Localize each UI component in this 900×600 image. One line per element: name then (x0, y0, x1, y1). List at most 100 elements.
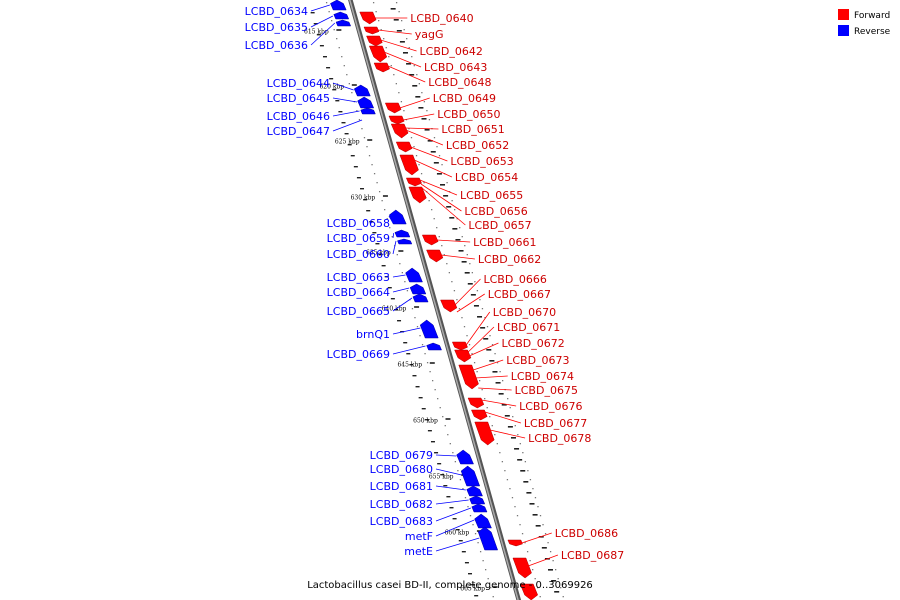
reverse-gene-arrow (388, 209, 407, 225)
forward-leader-line (420, 183, 462, 212)
forward-gene-arrow (366, 35, 383, 47)
track-dot (509, 407, 511, 409)
track-dot (358, 119, 361, 121)
track-mark (529, 503, 535, 505)
track-dot (532, 569, 534, 571)
track-dot (463, 326, 466, 328)
track-dot (380, 29, 382, 31)
track-mark (473, 305, 479, 307)
track-dot (393, 74, 395, 76)
forward-gene-arrow (399, 154, 419, 176)
track-dot (517, 434, 519, 436)
track-mark (347, 144, 352, 146)
track-mark (440, 184, 446, 186)
reverse-gene-label-lcbd-0664: LCBD_0664 (327, 286, 390, 299)
track-mark (319, 45, 324, 47)
feature-dots-layer (310, 2, 564, 598)
track-mark (393, 309, 398, 311)
scale-ticks-layer: 615 kbp 620 kbp 625 kbp 630 kbp 635 kbp 640 k… (304, 29, 498, 593)
track-dot (423, 101, 426, 103)
track-dot (524, 461, 527, 463)
track-mark (461, 551, 466, 553)
track-dot (398, 92, 400, 94)
track-dot (343, 65, 345, 67)
track-mark (335, 100, 340, 102)
track-dot (346, 74, 348, 76)
scale-tick-label: 645 kbp (397, 362, 422, 369)
scale-tick-label: 665 kbp (460, 586, 485, 593)
track-dot (411, 308, 414, 310)
track-mark (446, 496, 451, 498)
track-mark (427, 140, 433, 142)
track-mark (449, 217, 455, 219)
forward-leader-line (456, 293, 485, 313)
track-dot (348, 83, 350, 85)
track-mark (329, 78, 334, 80)
track-mark (452, 518, 457, 520)
reverse-leader-line (332, 110, 360, 117)
forward-gene-arrow (454, 349, 472, 363)
track-dot (557, 578, 559, 580)
reverse-gene-arrow (460, 465, 481, 487)
forward-gene-label-lcbd-0670: LCBD_0670 (493, 306, 556, 319)
track-dot (378, 20, 380, 22)
scale-tick-label: 635 kbp (366, 250, 391, 257)
legend-reverse-swatch (838, 25, 849, 36)
reverse-gene-label-lcbd-0682: LCBD_0682 (370, 498, 433, 511)
forward-leader-line (440, 254, 475, 260)
track-mark (430, 441, 435, 443)
track-mark (501, 404, 507, 406)
track-mark (517, 459, 523, 461)
track-mark (523, 481, 529, 483)
backbone-highlight (349, 0, 519, 600)
track-dot (391, 236, 393, 238)
track-dot (414, 317, 416, 319)
track-dot (487, 578, 489, 580)
track-dot (390, 65, 392, 67)
track-dot (482, 560, 484, 562)
track-dot (514, 425, 516, 427)
reverse-leader-line (310, 22, 336, 46)
track-dot (441, 245, 443, 247)
track-mark (381, 265, 386, 267)
track-dot (371, 164, 373, 166)
track-dot (448, 272, 450, 274)
forward-leader-line (405, 127, 439, 130)
track-mark (326, 67, 331, 69)
track-dot (534, 497, 537, 499)
forward-gene-label-lcbd-0642: LCBD_0642 (420, 45, 483, 58)
forward-leader-line (399, 97, 430, 109)
reverse-leader-line (310, 4, 330, 12)
reverse-gene-label-lcbd-0658: LCBD_0658 (327, 217, 390, 230)
track-dot (521, 533, 524, 535)
track-dot (372, 2, 375, 4)
scale-tick-label: 625 kbp (335, 139, 360, 146)
track-mark (467, 283, 473, 285)
track-dot (456, 299, 458, 301)
forward-gene-arrow (388, 115, 405, 125)
track-dot (452, 452, 454, 454)
scale-tick-label: 655 kbp (429, 474, 454, 481)
track-mark (409, 74, 415, 76)
reverse-gene-label-lcbd-0660: LCBD_0660 (327, 248, 390, 261)
track-dot (446, 263, 448, 265)
forward-gene-label-lcbd-0686: LCBD_0686 (555, 527, 618, 540)
track-mark (369, 221, 374, 223)
track-dot (474, 533, 477, 535)
track-dot (384, 209, 386, 211)
forward-gene-arrow (471, 409, 488, 421)
track-dot (527, 470, 529, 472)
track-mark (360, 188, 365, 190)
legend-forward-label: Forward (854, 11, 890, 21)
track-dot (471, 272, 473, 274)
reverse-leader-line (392, 240, 397, 255)
track-dot (406, 290, 409, 292)
track-dot (426, 110, 428, 112)
forward-gene-label-lcbd-0667: LCBD_0667 (488, 288, 551, 301)
reverse-leader-line (388, 215, 394, 224)
forward-gene-label-lcbd-0673: LCBD_0673 (506, 354, 569, 367)
track-mark (436, 173, 442, 175)
track-mark (384, 276, 389, 278)
track-dot (473, 362, 476, 364)
track-dot (469, 263, 471, 265)
